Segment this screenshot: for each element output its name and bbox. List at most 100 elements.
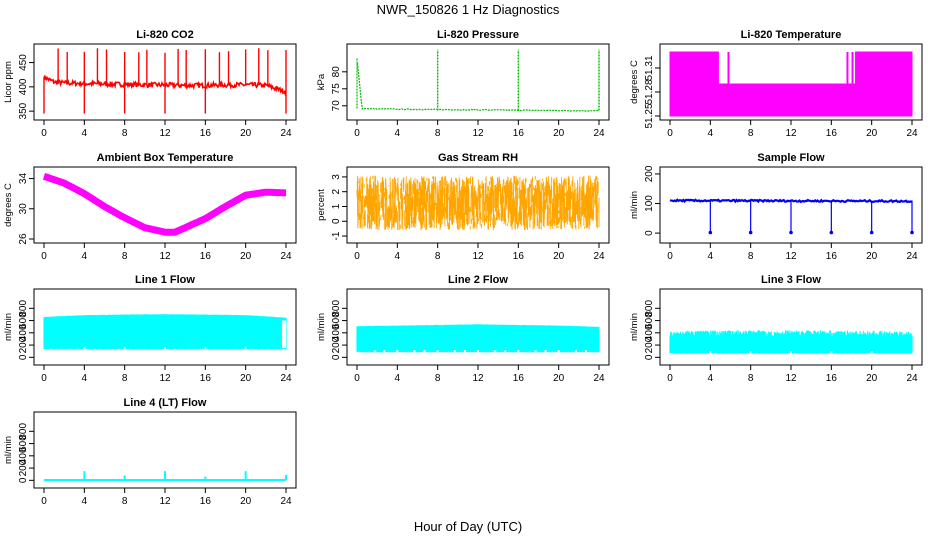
y-tick-label: 26: [18, 233, 29, 245]
panel-title: Line 1 Flow: [135, 274, 195, 286]
flow-gap: [477, 349, 479, 365]
y-tick-label: 0: [331, 218, 342, 224]
flow-gap: [413, 349, 416, 365]
y-tick-label: 400: [18, 78, 29, 95]
y-tick-label: 600: [331, 312, 342, 329]
x-tick-label: 0: [667, 128, 673, 139]
flow-gap: [749, 351, 752, 365]
x-tick-label: 16: [200, 128, 212, 139]
flow-gap: [453, 349, 456, 365]
y-tick-label: -1: [331, 231, 342, 240]
flow-gap: [436, 349, 439, 365]
x-tick-label: 16: [513, 128, 525, 139]
x-tick-label: 12: [159, 251, 171, 262]
y-axis-label: degrees C: [3, 183, 14, 227]
x-tick-label: 20: [866, 251, 878, 262]
x-tick-label: 8: [748, 373, 754, 384]
x-tick-label: 16: [513, 373, 525, 384]
x-tick-label: 0: [667, 251, 673, 262]
y-tick-label: 34: [18, 173, 29, 185]
panel-title: Line 4 (LT) Flow: [124, 397, 207, 409]
data-layer: [356, 49, 600, 112]
data-layer: [356, 175, 600, 231]
x-tick-label: 4: [395, 251, 401, 262]
x-tick-label: 16: [200, 251, 212, 262]
chart-panel: Sample Flow ml/min 0 4 8 12 16 20 24 0 100 200: [629, 152, 923, 262]
x-tick-label: 12: [472, 373, 484, 384]
flow-gap: [584, 349, 587, 365]
y-tick-label: 600: [644, 312, 655, 329]
y-tick-label: 80: [331, 66, 342, 78]
flow-band: [43, 314, 287, 350]
x-tick-label: 16: [200, 373, 212, 384]
x-tick-label: 16: [826, 373, 838, 384]
x-tick-label: 12: [159, 496, 171, 507]
x-tick-label: 8: [122, 128, 128, 139]
x-tick-label: 4: [82, 496, 88, 507]
x-tick-label: 4: [395, 128, 401, 139]
spike-point: [748, 230, 753, 235]
flow-gap: [504, 349, 507, 365]
x-tick-label: 4: [82, 128, 88, 139]
x-tick-label: 20: [866, 128, 878, 139]
y-tick-label: 400: [331, 324, 342, 341]
panel-title: Sample Flow: [757, 152, 825, 164]
y-tick-label: 0: [18, 477, 29, 483]
y-tick-label: 800: [644, 300, 655, 317]
y-axis-label: ml/min: [629, 313, 640, 341]
x-tick-label: 24: [280, 251, 292, 262]
flow-gap: [396, 349, 399, 365]
x-tick-label: 4: [708, 251, 714, 262]
flow-gap: [204, 346, 207, 365]
flow-gap: [83, 346, 86, 365]
chart-panel: Li-820 Pressure kPa 0 4 8 12 16 20 24 70 75 80: [316, 29, 610, 139]
x-tick-label: 24: [280, 128, 292, 139]
x-tick-label: 8: [748, 128, 754, 139]
x-tick-label: 16: [200, 496, 212, 507]
y-tick-label: 400: [644, 324, 655, 341]
x-tick-label: 16: [826, 128, 838, 139]
y-tick-label: 0: [331, 354, 342, 360]
data-layer: [43, 48, 287, 114]
flow-gap: [281, 320, 286, 349]
y-tick-label: 800: [18, 423, 29, 440]
x-tick-label: 8: [122, 373, 128, 384]
x-tick-label: 12: [785, 128, 797, 139]
panel-title: Ambient Box Temperature: [97, 152, 234, 164]
y-tick-label: 30: [18, 203, 29, 215]
x-tick-label: 24: [280, 496, 292, 507]
chart-panel: Li-820 CO2 Licor ppm 0 4 8 12 16 20 24 350 400 450: [3, 29, 297, 139]
x-tick-label: 20: [240, 373, 252, 384]
y-tick-label: 450: [18, 54, 29, 71]
spike-point: [869, 230, 874, 235]
y-tick-label: 3: [331, 174, 342, 180]
x-tick-label: 0: [41, 496, 47, 507]
flow-gap: [534, 349, 537, 365]
panel-title: Line 3 Flow: [761, 274, 821, 286]
flow-gap: [164, 346, 166, 365]
x-tick-label: 0: [41, 251, 47, 262]
y-tick-label: 51.25: [644, 103, 655, 128]
x-tick-label: 20: [553, 251, 565, 262]
x-tick-label: 24: [280, 373, 292, 384]
x-tick-label: 4: [82, 373, 88, 384]
y-tick-label: 51.28: [644, 79, 655, 104]
spike-point: [708, 230, 713, 235]
x-tick-label: 12: [472, 128, 484, 139]
plot-frame: [346, 43, 610, 121]
flow-gap: [517, 349, 520, 365]
x-tick-label: 24: [906, 251, 918, 262]
flow-gap: [374, 349, 377, 365]
flow-gap: [383, 349, 386, 365]
x-tick-label: 20: [240, 251, 252, 262]
flow-gap: [790, 351, 792, 365]
data-layer: [669, 330, 913, 365]
x-tick-label: 20: [240, 496, 252, 507]
panel-title: Li-820 Pressure: [437, 29, 519, 41]
flow-gap: [494, 349, 497, 365]
x-tick-label: 8: [748, 251, 754, 262]
x-tick-label: 24: [593, 128, 605, 139]
x-tick-label: 8: [435, 251, 441, 262]
